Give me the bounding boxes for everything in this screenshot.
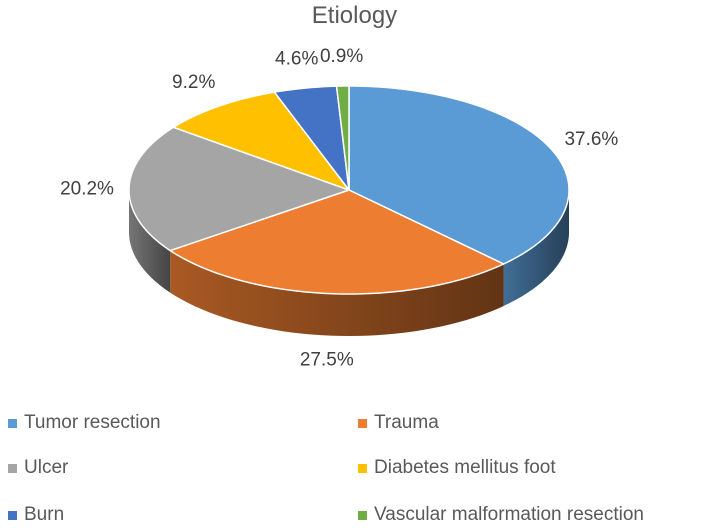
pie-slice-vascular-malformation-resection (335, 85, 350, 191)
pie-slices (128, 85, 570, 295)
pie-slice-burn (273, 85, 350, 191)
legend-swatch (358, 510, 367, 520)
data-label-ulcer: 20.2% (60, 178, 114, 199)
pie-chart: 37.6% 27.5% 20.2% 9.2% 4.6% 0.9% (60, 46, 618, 370)
data-label-trauma: 27.5% (300, 349, 354, 370)
legend-swatch (8, 463, 17, 473)
legend-item-vascular-malformation-resection: Vascular malformation resection (358, 504, 644, 526)
legend-label: Diabetes mellitus foot (374, 457, 556, 478)
pie-slice-trauma (169, 189, 505, 295)
side-wall-shade (129, 190, 171, 293)
legend-label: Tumor resection (24, 412, 161, 433)
legend-swatch (358, 418, 367, 428)
pie-data-labels: 37.6% 27.5% 20.2% 9.2% 4.6% 0.9% (60, 46, 618, 370)
data-label-tumor-resection: 37.6% (564, 129, 618, 150)
legend: Tumor resection Trauma Ulcer Diabetes me… (0, 400, 709, 528)
legend-item-burn: Burn (8, 504, 64, 526)
pie-slice-ulcer (128, 126, 350, 252)
legend-swatch (8, 510, 17, 520)
legend-item-trauma: Trauma (358, 412, 439, 434)
legend-label: Vascular malformation resection (374, 504, 644, 525)
pie-slice-diabetes-mellitus-foot (172, 91, 350, 191)
legend-item-ulcer: Ulcer (8, 457, 68, 479)
pie-slice-tumor-resection (348, 85, 570, 265)
data-label-vascular-malformation-resection: 0.9% (320, 46, 363, 67)
legend-label: Burn (24, 504, 65, 525)
legend-label: Ulcer (24, 457, 69, 478)
side-wall-shade (170, 250, 504, 336)
legend-swatch (8, 418, 17, 428)
legend-swatch (358, 463, 367, 473)
chart-title: Etiology (311, 2, 398, 29)
data-label-burn: 4.6% (275, 49, 318, 70)
pie-sides (129, 190, 569, 336)
legend-label: Trauma (374, 412, 439, 433)
data-label-diabetes-mellitus-foot: 9.2% (172, 72, 215, 93)
legend-item-diabetes-mellitus-foot: Diabetes mellitus foot (358, 457, 556, 479)
side-wall-shade (503, 190, 569, 306)
legend-item-tumor-resection: Tumor resection (8, 412, 161, 434)
